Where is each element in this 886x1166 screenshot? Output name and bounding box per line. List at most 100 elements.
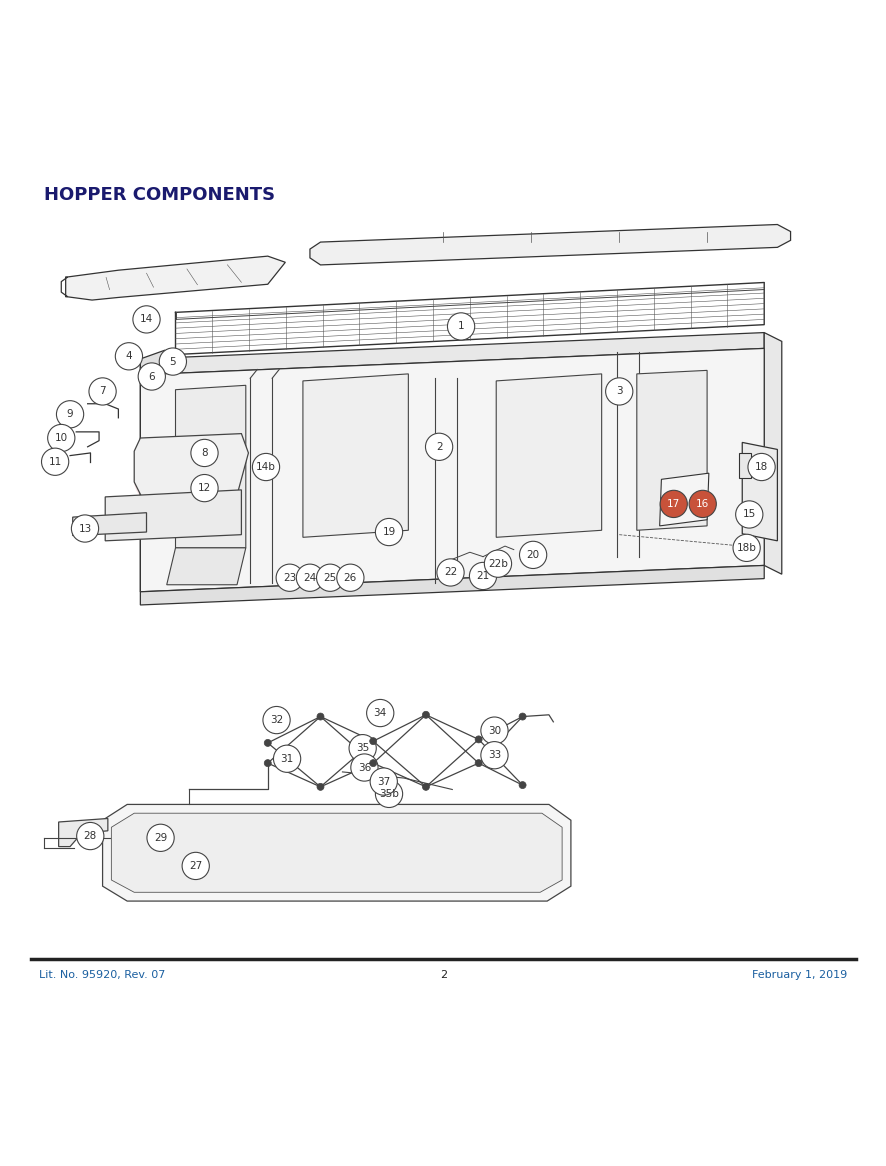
Text: 18b: 18b	[736, 543, 756, 553]
Text: 2: 2	[435, 442, 442, 451]
Circle shape	[484, 550, 511, 577]
Circle shape	[89, 378, 116, 405]
Circle shape	[316, 564, 344, 591]
Text: 14b: 14b	[256, 462, 276, 472]
Circle shape	[159, 347, 186, 375]
Circle shape	[276, 564, 303, 591]
Text: 12: 12	[198, 483, 211, 493]
Text: 5: 5	[169, 357, 176, 366]
Text: 4: 4	[126, 351, 132, 361]
Text: 17: 17	[666, 499, 680, 508]
Circle shape	[469, 562, 496, 590]
Text: 11: 11	[49, 457, 62, 466]
Text: 19: 19	[382, 527, 395, 538]
Text: February 1, 2019: February 1, 2019	[751, 970, 847, 979]
Circle shape	[273, 745, 300, 772]
Circle shape	[115, 343, 143, 370]
Text: 6: 6	[148, 372, 155, 381]
Text: 14: 14	[140, 315, 153, 324]
Text: 15: 15	[742, 510, 755, 520]
Text: 25: 25	[323, 573, 337, 583]
Polygon shape	[140, 566, 764, 605]
Text: 33: 33	[487, 750, 501, 760]
Text: SPECIALISTS: SPECIALISTS	[274, 472, 612, 518]
Circle shape	[447, 312, 474, 340]
Circle shape	[190, 475, 218, 501]
Polygon shape	[167, 548, 245, 585]
Circle shape	[316, 784, 323, 791]
Circle shape	[437, 559, 463, 586]
Circle shape	[605, 378, 632, 405]
Polygon shape	[140, 332, 764, 374]
Polygon shape	[742, 442, 776, 541]
Polygon shape	[659, 473, 708, 526]
Circle shape	[422, 784, 429, 791]
Text: 30: 30	[487, 725, 501, 736]
Text: 9: 9	[66, 409, 74, 420]
Circle shape	[262, 707, 290, 733]
Polygon shape	[764, 332, 781, 574]
Circle shape	[190, 440, 218, 466]
Text: 18: 18	[754, 462, 767, 472]
Circle shape	[71, 515, 98, 542]
Circle shape	[518, 781, 525, 788]
Text: 7: 7	[99, 386, 105, 396]
Circle shape	[688, 490, 716, 518]
Circle shape	[519, 541, 546, 569]
Polygon shape	[134, 434, 248, 499]
Circle shape	[48, 424, 74, 451]
Circle shape	[42, 448, 69, 476]
Text: 10: 10	[55, 433, 67, 443]
Circle shape	[57, 401, 83, 428]
Circle shape	[296, 564, 323, 591]
Text: 34: 34	[373, 708, 386, 718]
Polygon shape	[58, 819, 108, 847]
Circle shape	[375, 519, 402, 546]
Text: 1: 1	[457, 322, 464, 331]
Text: 37: 37	[377, 777, 390, 787]
Circle shape	[337, 564, 363, 591]
Text: 16: 16	[696, 499, 709, 508]
Text: 24: 24	[303, 573, 316, 583]
Circle shape	[425, 434, 452, 461]
Text: EQUIPMENT: EQUIPMENT	[286, 440, 600, 484]
Circle shape	[734, 501, 762, 528]
Polygon shape	[140, 349, 764, 592]
Polygon shape	[175, 385, 245, 548]
Polygon shape	[309, 225, 789, 265]
Circle shape	[133, 305, 160, 333]
Circle shape	[138, 363, 165, 391]
Polygon shape	[66, 257, 285, 300]
Text: 8: 8	[201, 448, 207, 458]
Text: 3: 3	[615, 386, 622, 396]
Polygon shape	[495, 374, 601, 538]
Polygon shape	[103, 805, 571, 901]
Text: 21: 21	[476, 571, 489, 581]
Circle shape	[422, 711, 429, 718]
Circle shape	[264, 759, 271, 766]
Text: 26: 26	[344, 573, 356, 583]
Text: 2: 2	[439, 970, 447, 979]
Text: 28: 28	[83, 831, 97, 841]
Circle shape	[350, 754, 377, 781]
Circle shape	[518, 714, 525, 721]
Circle shape	[475, 759, 482, 766]
Polygon shape	[303, 374, 408, 538]
Text: 22: 22	[443, 568, 456, 577]
Text: 31: 31	[280, 753, 293, 764]
Text: 36: 36	[357, 763, 370, 773]
Circle shape	[369, 768, 397, 795]
Text: 20: 20	[526, 550, 539, 560]
Circle shape	[732, 534, 759, 562]
Polygon shape	[140, 350, 165, 592]
Circle shape	[366, 700, 393, 726]
Text: 27: 27	[189, 861, 202, 871]
Text: 22b: 22b	[487, 559, 508, 569]
Circle shape	[659, 490, 687, 518]
Text: 13: 13	[78, 524, 91, 534]
Text: 29: 29	[154, 833, 167, 843]
Circle shape	[369, 759, 377, 766]
Circle shape	[475, 736, 482, 743]
Circle shape	[480, 742, 508, 768]
Text: Lit. No. 95920, Rev. 07: Lit. No. 95920, Rev. 07	[39, 970, 166, 979]
